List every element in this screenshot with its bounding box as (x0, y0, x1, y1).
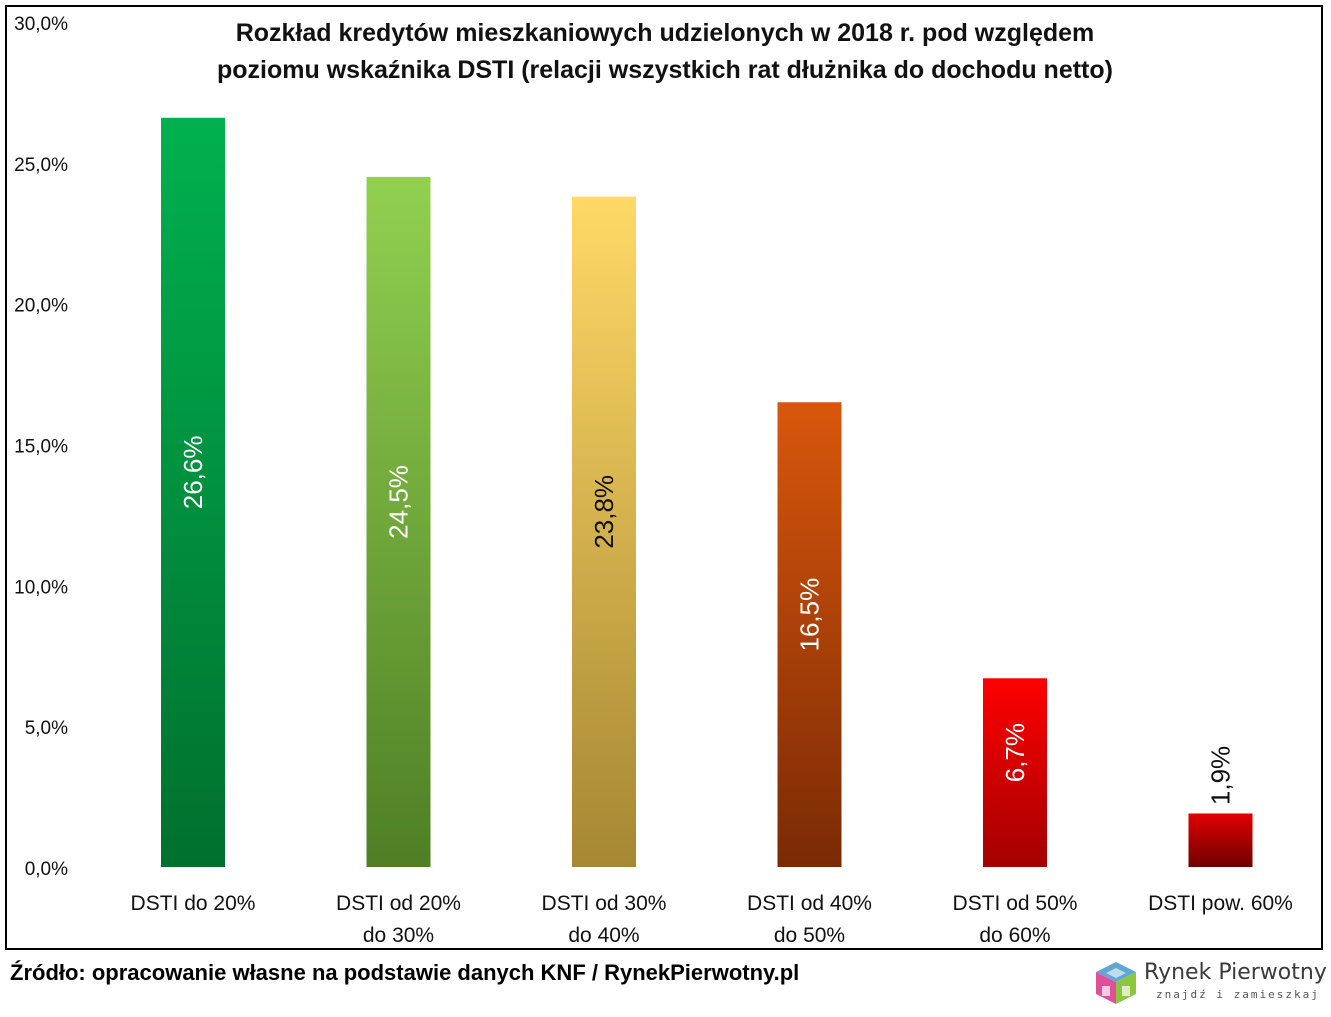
y-tick-label: 0,0% (25, 859, 68, 880)
data-label: 23,8% (589, 475, 619, 549)
bar (572, 196, 636, 868)
category-label: DSTI od 20% do 30% (336, 892, 461, 947)
data-label: 6,7% (1000, 723, 1030, 782)
category-label-line: DSTI do 20% (131, 892, 256, 915)
category-label-line: do 50% (774, 924, 845, 947)
data-label: 24,5% (384, 465, 414, 539)
y-tick-label: 30,0% (14, 14, 68, 35)
data-label: 1,9% (1206, 746, 1236, 805)
category-label: DSTI od 40% do 50% (747, 892, 872, 947)
chart-title: Rozkład kredytów mieszkaniowych udzielon… (217, 19, 1113, 84)
category-label-line: do 30% (363, 924, 434, 947)
brand-tagline: znajdź i zamieszkaj (1156, 988, 1320, 1001)
brand-name: Rynek Pierwotny (1144, 960, 1327, 985)
chart-title-line: Rozkład kredytów mieszkaniowych udzielon… (236, 19, 1095, 47)
category-label: DSTI pow. 60% (1148, 892, 1293, 915)
category-label-line: do 60% (979, 924, 1050, 947)
y-tick-label: 10,0% (14, 577, 68, 598)
data-label: 26,6% (178, 436, 208, 510)
category-label: DSTI do 20% (131, 892, 256, 915)
data-label: 16,5% (795, 578, 825, 652)
category-label-line: DSTI od 40% (747, 892, 872, 915)
y-tick-label: 25,0% (14, 155, 68, 176)
bar (777, 402, 842, 867)
chart-frame: Rozkład kredytów mieszkaniowych udzielon… (5, 5, 1323, 950)
category-label-line: DSTI od 30% (542, 892, 667, 915)
y-tick-label: 5,0% (25, 718, 68, 739)
bar (366, 176, 431, 867)
category-label: DSTI od 50% do 60% (953, 892, 1078, 947)
category-label-line: DSTI od 50% (953, 892, 1078, 915)
chart-title-line: poziomu wskaźnika DSTI (relacji wszystki… (217, 56, 1113, 84)
brand-logo-block: Rynek Pierwotny znajdź i zamieszkaj (1090, 958, 1327, 1008)
category-label-line: DSTI od 20% (336, 892, 461, 915)
y-tick-label: 15,0% (14, 437, 68, 458)
bar-chart: Rozkład kredytów mieszkaniowych udzielon… (14, 14, 1293, 947)
house-cube-logo-icon (1096, 962, 1136, 1004)
category-label: DSTI od 30% do 40% (542, 892, 667, 947)
bar (1188, 813, 1253, 867)
bar (983, 678, 1047, 867)
source-note: Źródło: opracowanie własne na podstawie … (10, 960, 800, 985)
category-label-line: DSTI pow. 60% (1148, 892, 1293, 915)
category-label-line: do 40% (568, 924, 639, 947)
y-tick-label: 20,0% (14, 296, 68, 317)
bar (161, 117, 225, 868)
